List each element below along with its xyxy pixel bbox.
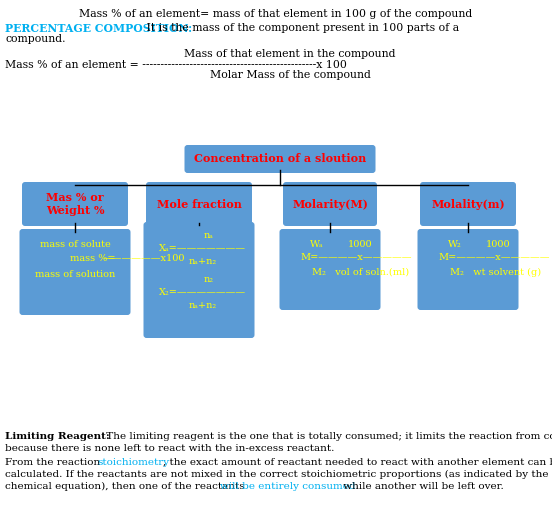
Text: Mole fraction: Mole fraction [157,199,241,209]
Text: The limiting reagent is the one that is totally consumed; it limits the reaction: The limiting reagent is the one that is … [103,432,552,441]
Text: Molar Mass of the compound: Molar Mass of the compound [210,70,370,80]
Text: Mass % of an element = ------------------------------------------------x 100: Mass % of an element = -----------------… [5,60,347,70]
Text: From the reaction: From the reaction [5,458,104,467]
Text: M=————x—————: M=————x————— [438,253,549,262]
FancyBboxPatch shape [420,182,516,226]
Text: n₂: n₂ [204,275,214,284]
Text: calculated. If the reactants are not mixed in the correct stoichiometric proport: calculated. If the reactants are not mix… [5,470,552,479]
FancyBboxPatch shape [22,182,128,226]
Text: chemical equation), then one of the reactants: chemical equation), then one of the reac… [5,482,248,491]
Text: will be entirely consumed: will be entirely consumed [220,482,355,491]
Text: M=————x—————: M=————x————— [300,253,411,262]
Text: Molarity(M): Molarity(M) [292,199,368,209]
Text: because there is none left to react with the in-excess reactant.: because there is none left to react with… [5,444,335,453]
FancyBboxPatch shape [184,145,375,173]
Text: mass of solute: mass of solute [40,240,110,249]
Text: It is the mass of the component present in 100 parts of a: It is the mass of the component present … [143,23,459,33]
Text: Mas % or
Weight %: Mas % or Weight % [46,192,104,216]
Text: mass of solution: mass of solution [35,270,115,279]
FancyBboxPatch shape [279,229,380,310]
Text: Molality(m): Molality(m) [431,199,505,209]
Text: Concentration of a sloution: Concentration of a sloution [194,154,366,164]
Text: mass %=: mass %= [70,254,115,263]
Text: Xₐ=———————: Xₐ=——————— [159,244,246,253]
Text: PERCENTAGE COMPOSITION:: PERCENTAGE COMPOSITION: [5,23,192,34]
Text: Limiting Reagent:: Limiting Reagent: [5,432,110,441]
Text: nₐ: nₐ [204,231,214,240]
Text: M₂   wt solvent (g): M₂ wt solvent (g) [450,268,541,277]
Text: stoichiometry: stoichiometry [97,458,169,467]
FancyBboxPatch shape [283,182,377,226]
Text: Wₐ: Wₐ [310,240,323,249]
Text: nₐ+n₂: nₐ+n₂ [189,301,217,310]
Text: X₂=———————: X₂=——————— [159,288,246,297]
Text: Mass % of an element= mass of that element in 100 g of the compound: Mass % of an element= mass of that eleme… [79,9,473,19]
FancyBboxPatch shape [146,182,252,226]
Text: compound.: compound. [5,34,66,44]
Text: while another will be left over.: while another will be left over. [340,482,504,491]
FancyBboxPatch shape [417,229,518,310]
Text: ——————x100: ——————x100 [103,254,185,263]
Text: Mass of that element in the compound: Mass of that element in the compound [184,49,396,59]
Text: W₂: W₂ [448,240,462,249]
FancyBboxPatch shape [144,222,254,338]
Text: , the exact amount of reactant needed to react with another element can be: , the exact amount of reactant needed to… [163,458,552,467]
Text: nₐ+n₂: nₐ+n₂ [189,257,217,266]
FancyBboxPatch shape [19,229,130,315]
Text: 1000: 1000 [348,240,373,249]
Text: 1000: 1000 [486,240,511,249]
Text: M₂   vol of soln.(ml): M₂ vol of soln.(ml) [312,268,409,277]
